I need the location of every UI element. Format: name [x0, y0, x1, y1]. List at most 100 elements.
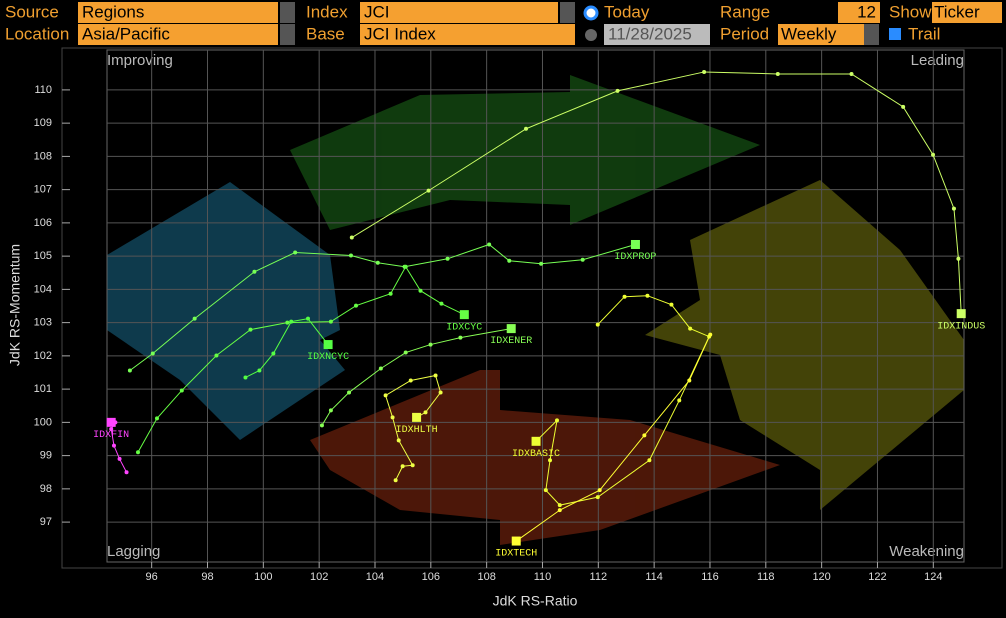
trail-point — [214, 353, 219, 358]
trail-point — [328, 319, 333, 324]
trail — [351, 71, 962, 314]
marker — [412, 412, 422, 422]
trail-point — [289, 319, 294, 324]
date-value: 11/28/2025 — [608, 24, 692, 43]
trail-point — [150, 351, 155, 356]
x-tick-label: 108 — [477, 571, 495, 583]
series-label: IDXCYC — [446, 322, 482, 333]
trail-point — [708, 332, 713, 337]
show-value: Ticker — [934, 2, 980, 21]
trail-point — [378, 366, 383, 371]
marker — [511, 536, 521, 546]
trail-point — [423, 410, 428, 415]
x-tick-label: 96 — [146, 571, 158, 583]
source-label: Source — [5, 2, 59, 21]
y-tick-label: 98 — [40, 483, 52, 495]
trail-point — [595, 322, 600, 327]
axis-frame — [61, 47, 1003, 569]
radio-date[interactable] — [585, 29, 597, 41]
rotation-arrows — [107, 75, 964, 545]
controls: Source Regions Location Asia/Pacific Ind… — [5, 2, 1002, 45]
period-value: Weekly — [781, 24, 837, 43]
trail-point — [615, 88, 620, 93]
source-value: Regions — [82, 2, 144, 21]
x-tick-label: 110 — [534, 571, 552, 583]
x-tick-label: 120 — [812, 571, 830, 583]
trail-point — [418, 288, 423, 293]
trail-point — [597, 488, 602, 493]
trail-point — [702, 69, 707, 74]
dropdown[interactable] — [560, 2, 575, 23]
y-tick-label: 106 — [34, 217, 52, 229]
trail-point — [439, 301, 444, 306]
trail-point — [293, 250, 298, 255]
series-label: IDXINDUS — [937, 321, 985, 332]
trail — [321, 328, 512, 426]
trail-point — [595, 495, 600, 500]
trail-point — [548, 458, 553, 463]
source-field[interactable] — [78, 2, 278, 23]
x-tick-label: 124 — [924, 571, 942, 583]
y-tick-label: 99 — [40, 450, 52, 462]
trail-point — [390, 415, 395, 420]
base-field[interactable] — [360, 24, 575, 45]
trail-point — [426, 188, 431, 193]
trail-point — [557, 508, 562, 513]
marker — [506, 324, 516, 334]
trail-point — [931, 152, 936, 157]
show-field[interactable] — [932, 2, 1002, 23]
trail-point — [669, 302, 674, 307]
x-tick-label: 116 — [701, 571, 719, 583]
trail-point — [388, 291, 393, 296]
trail-point — [243, 375, 248, 380]
show-label: Show — [889, 2, 932, 21]
period-field[interactable] — [778, 24, 864, 45]
trail-point — [433, 373, 438, 378]
base-value: JCI Index — [364, 24, 436, 43]
trail-point — [543, 488, 548, 493]
dropdown[interactable] — [864, 24, 879, 45]
y-tick-label: 103 — [34, 317, 52, 329]
y-tick-label: 108 — [34, 150, 52, 162]
trail-checkbox[interactable] — [889, 28, 901, 40]
trail-point — [383, 393, 388, 398]
trail-point — [622, 294, 627, 299]
marker — [106, 417, 116, 427]
range-field[interactable] — [838, 2, 880, 23]
radio-today[interactable] — [583, 5, 599, 21]
trail — [129, 243, 636, 371]
x-tick-label: 100 — [254, 571, 272, 583]
marker — [459, 310, 469, 320]
trail-point — [677, 398, 682, 403]
series-label: IDXENER — [490, 336, 532, 347]
marker — [323, 340, 333, 350]
y-tick-label: 97 — [40, 516, 52, 528]
quadrant-label: Lagging — [107, 543, 160, 560]
trail-point — [403, 350, 408, 355]
dropdown[interactable] — [280, 2, 295, 23]
date-field[interactable] — [604, 24, 710, 45]
trail-point — [348, 253, 353, 258]
trail-point — [849, 71, 854, 76]
arrow-green — [290, 75, 760, 230]
index-field[interactable] — [360, 2, 558, 23]
series-label: IDXTECH — [495, 549, 537, 560]
location-field[interactable] — [78, 24, 278, 45]
trail-point — [554, 418, 559, 423]
y-tick-label: 107 — [34, 184, 52, 196]
location-label: Location — [5, 24, 69, 43]
trail-point — [400, 464, 405, 469]
trail-point — [354, 303, 359, 308]
x-tick-label: 114 — [645, 571, 663, 583]
trail-point — [192, 316, 197, 321]
trail-point — [135, 450, 140, 455]
series-label: IDXFIN — [93, 430, 129, 441]
trail-point — [328, 408, 333, 413]
dropdown[interactable] — [280, 24, 295, 45]
trail-point — [127, 368, 132, 373]
trail — [245, 318, 329, 378]
quadrant-label: Weakening — [889, 543, 964, 560]
x-tick-label: 106 — [422, 571, 440, 583]
series-label: IDXPROP — [614, 252, 656, 263]
